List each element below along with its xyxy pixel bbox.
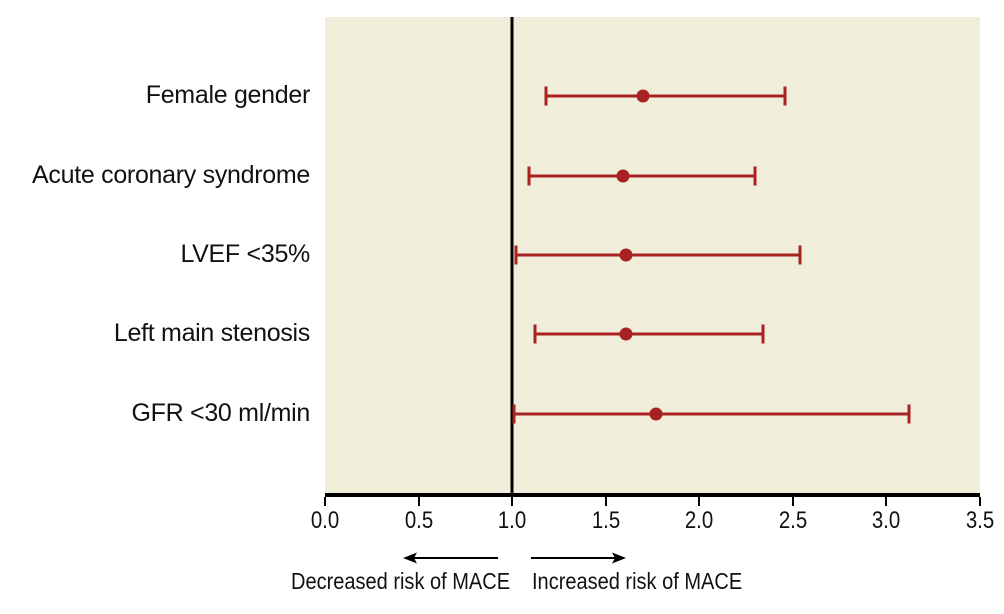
category-label: Left main stenosis	[113, 319, 310, 348]
error-bar-cap-high	[783, 86, 787, 106]
x-tick	[979, 497, 981, 506]
x-tick	[324, 497, 326, 506]
x-tick-label: 3.0	[872, 507, 901, 534]
x-tick-label: 1.0	[497, 507, 527, 534]
x-tick	[698, 497, 701, 506]
reference-line	[510, 17, 514, 493]
x-tick-label: 3.5	[965, 507, 995, 534]
error-bar-line	[528, 174, 756, 178]
error-bar-line	[545, 94, 786, 98]
category-label: LVEF <35%	[180, 239, 310, 268]
error-bar-line	[534, 332, 763, 336]
point-estimate-dot	[619, 248, 633, 262]
error-bar-cap-low	[514, 245, 518, 265]
error-bar-cap-high	[761, 324, 765, 344]
decreased-risk-arrow-icon	[403, 552, 498, 564]
category-label: Female gender	[145, 81, 311, 110]
error-bar-cap-low	[544, 86, 548, 106]
x-tick-label: 2.0	[685, 507, 714, 534]
error-bar-cap-low	[533, 324, 537, 344]
point-estimate-dot	[649, 407, 663, 421]
category-label: Acute coronary syndrome	[32, 160, 310, 189]
x-tick	[417, 497, 420, 506]
category-label: GFR <30 ml/min	[131, 398, 311, 427]
decreased-risk-label: Decreased risk of MACE	[291, 568, 511, 594]
x-tick-label: 1.5	[591, 507, 620, 534]
x-tick	[604, 497, 607, 506]
x-axis-line	[325, 493, 980, 497]
x-tick-label: 0.5	[404, 507, 433, 534]
x-tick-label: 2.5	[778, 507, 808, 534]
x-tick-label: 0.0	[310, 507, 340, 534]
x-tick	[511, 497, 514, 506]
error-bar-cap-high	[753, 166, 757, 186]
x-tick	[885, 497, 888, 506]
plot-area	[325, 17, 980, 493]
error-bar-cap-high	[798, 245, 802, 265]
error-bar-cap-low	[527, 166, 531, 186]
point-estimate-dot	[619, 327, 633, 341]
increased-risk-label: Increased risk of MACE	[532, 568, 743, 594]
x-axis: 0.0 0.5 1.0 1.5 2.0 2.5 3.0 3.5	[311, 493, 994, 538]
error-bar-cap-low	[512, 404, 516, 424]
point-estimate-dot	[636, 89, 650, 103]
error-bar-cap-high	[907, 404, 911, 424]
increased-risk-arrow-icon	[531, 552, 626, 564]
error-bar-line	[515, 253, 801, 257]
category-label-column: Female gender Acute coronary syndrome LVEF…	[0, 17, 310, 493]
error-bar-line	[514, 412, 909, 416]
point-estimate-dot	[616, 169, 630, 183]
x-tick	[791, 497, 794, 506]
